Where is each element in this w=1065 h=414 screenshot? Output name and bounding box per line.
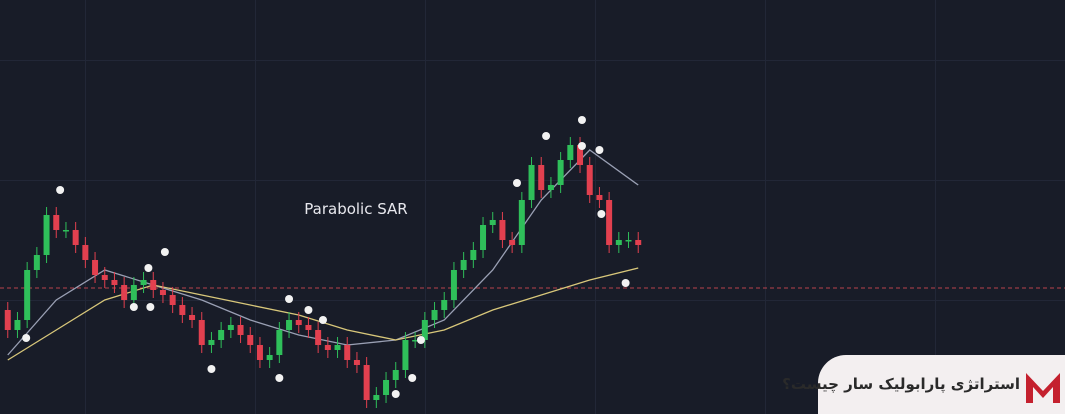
candle-body	[538, 165, 545, 190]
candle-body	[295, 320, 302, 325]
sar-dot	[318, 316, 327, 324]
candle-body	[150, 280, 157, 290]
candle-body	[198, 320, 205, 345]
sar-dot	[577, 116, 586, 124]
candle-body	[33, 255, 40, 270]
sar-dot	[416, 336, 425, 344]
candle-body	[480, 225, 487, 250]
sar-dot	[207, 365, 216, 373]
candle-body	[276, 330, 283, 355]
candle-body	[247, 335, 254, 345]
candle-body	[305, 325, 312, 330]
candle-body	[373, 395, 380, 400]
banner-title: استراتژی پارابولیک سار چیست؟	[782, 375, 1020, 393]
candle-body	[227, 325, 234, 330]
candle-body	[121, 285, 128, 300]
candle-body	[431, 310, 438, 320]
candle-body	[528, 165, 535, 200]
candle-body	[547, 185, 554, 190]
candle-body	[489, 220, 496, 225]
candle-body	[140, 280, 147, 285]
candle-body	[179, 305, 186, 315]
sar-dot	[577, 142, 586, 150]
candle-body	[101, 275, 108, 280]
sar-dot	[408, 374, 417, 382]
candle-body	[344, 345, 351, 360]
sar-dot	[275, 374, 284, 382]
candle-body	[586, 165, 593, 195]
candle-body	[4, 310, 11, 330]
candle-body	[615, 240, 622, 245]
candle-body	[266, 355, 273, 360]
candle-body	[334, 345, 341, 350]
candle-body	[256, 345, 263, 360]
banner: استراتژی پارابولیک سار چیست؟	[782, 355, 1065, 414]
candle-body	[606, 200, 613, 245]
sar-dot	[597, 210, 606, 218]
candle-body	[402, 340, 409, 370]
sar-dot	[146, 303, 155, 311]
logo	[1026, 373, 1060, 403]
candle-body	[383, 380, 390, 395]
sar-dot	[595, 146, 604, 154]
candle-body	[208, 340, 215, 345]
candle-body	[412, 340, 419, 342]
sar-dot	[285, 295, 294, 303]
sar-dot	[144, 264, 153, 272]
candle-body	[470, 250, 477, 260]
sar-dot	[391, 390, 400, 398]
candle-body	[286, 320, 293, 330]
candle-body	[509, 240, 516, 245]
candle-body	[363, 365, 370, 400]
sar-dot	[160, 248, 169, 256]
candle-body	[577, 145, 584, 165]
candle-body	[237, 325, 244, 335]
moving-average	[7, 267, 639, 361]
candle-body	[557, 160, 564, 185]
sar-dot	[512, 179, 521, 187]
candle-body	[315, 330, 322, 345]
candle-body	[82, 245, 89, 260]
candle-body	[324, 345, 331, 350]
sar-dot	[304, 306, 313, 314]
candle-body	[392, 370, 399, 380]
sar-dot	[56, 186, 65, 194]
candle-body	[218, 330, 225, 340]
sar-dot	[542, 132, 551, 140]
candle-body	[189, 315, 196, 320]
candle-body	[518, 200, 525, 245]
candle-body	[159, 290, 166, 295]
candle-body	[596, 195, 603, 200]
candle-body	[72, 230, 79, 245]
candle-body	[111, 280, 118, 285]
candle-body	[567, 145, 574, 160]
candle-body	[130, 285, 137, 300]
sar-dot	[22, 334, 31, 342]
candle-body	[43, 215, 50, 255]
candle-body	[92, 260, 99, 275]
candle-body	[625, 240, 632, 242]
candle-body	[441, 300, 448, 310]
sar-dot	[129, 303, 138, 311]
candle-body	[53, 215, 60, 230]
candle-body	[62, 230, 69, 232]
candle-body	[353, 360, 360, 365]
candle-body	[169, 295, 176, 305]
candle-body	[460, 260, 467, 270]
candle-body	[450, 270, 457, 300]
candle-body	[24, 270, 31, 320]
candle-body	[499, 220, 506, 240]
candle-body	[421, 320, 428, 340]
candle-body	[635, 240, 642, 245]
logo-mark	[1026, 373, 1060, 403]
annotation: Parabolic SAR	[304, 200, 407, 218]
sar-dot	[621, 279, 630, 287]
moving-average	[7, 149, 639, 356]
candle-body	[14, 320, 21, 330]
